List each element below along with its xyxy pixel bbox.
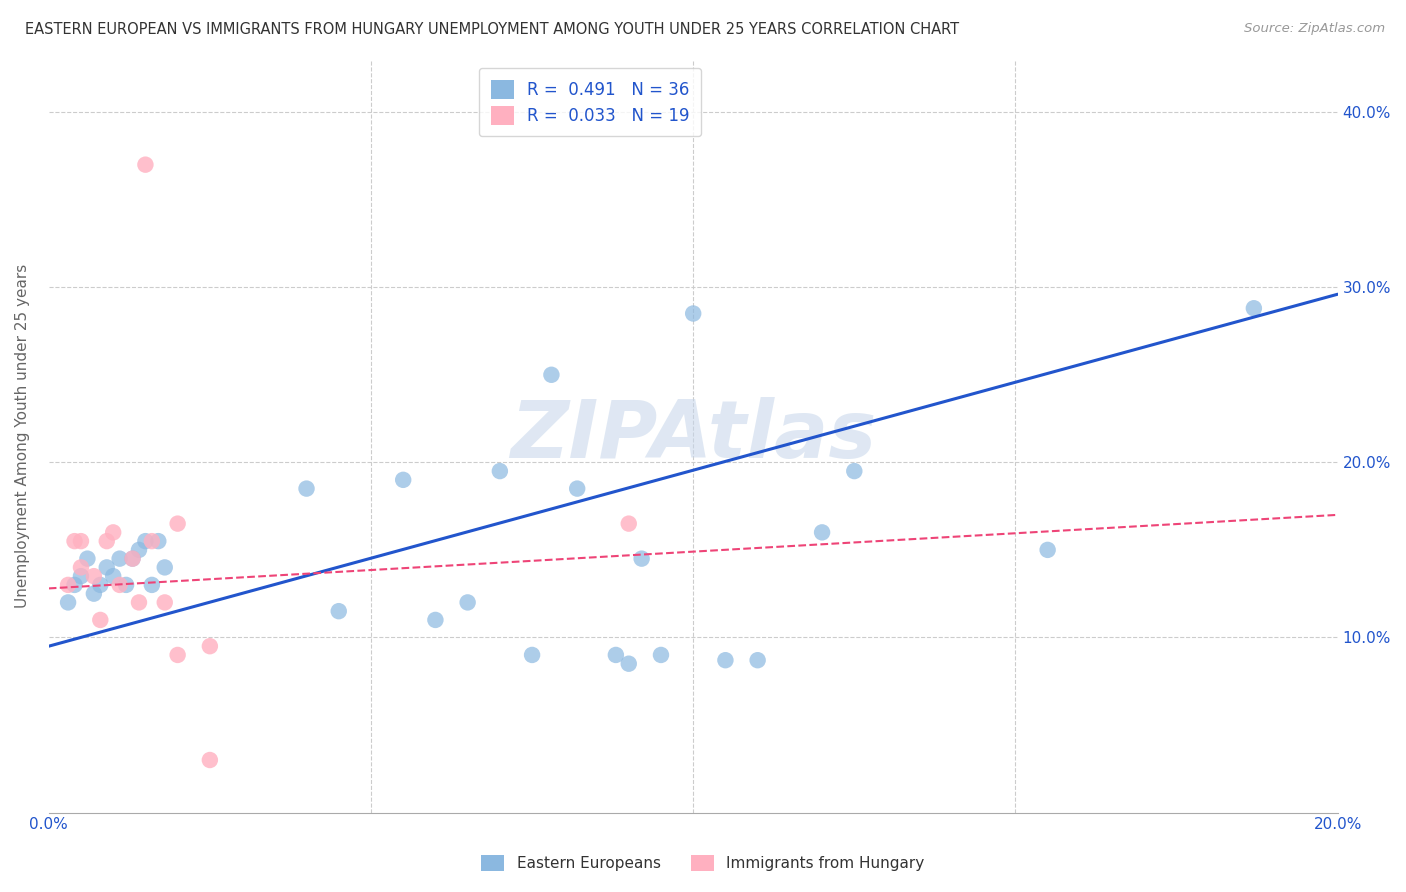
Text: Source: ZipAtlas.com: Source: ZipAtlas.com: [1244, 22, 1385, 36]
Point: [83, 587, 105, 601]
Point: [89, 613, 111, 627]
Legend: R =  0.491   N = 36, R =  0.033   N = 19: R = 0.491 N = 36, R = 0.033 N = 19: [479, 68, 702, 136]
Point: [96, 534, 118, 549]
Point: [96, 560, 118, 574]
Point: [128, 542, 150, 557]
Point: [134, 158, 156, 172]
Point: [134, 534, 156, 549]
Point: [811, 525, 834, 540]
Point: [650, 648, 672, 662]
Point: [153, 595, 176, 609]
Point: [295, 482, 318, 496]
Point: [605, 648, 627, 662]
Y-axis label: Unemployment Among Youth under 25 years: Unemployment Among Youth under 25 years: [15, 264, 30, 608]
Point: [153, 560, 176, 574]
Point: [617, 516, 640, 531]
Point: [103, 525, 125, 540]
Point: [121, 551, 143, 566]
Point: [489, 464, 512, 478]
Point: [166, 516, 188, 531]
Point: [103, 569, 125, 583]
Point: [128, 595, 150, 609]
Point: [63, 578, 86, 592]
Point: [198, 639, 221, 653]
Point: [115, 578, 138, 592]
Point: [540, 368, 562, 382]
Point: [108, 578, 131, 592]
Point: [1036, 542, 1059, 557]
Point: [1243, 301, 1265, 316]
Point: [166, 648, 188, 662]
Text: ZIPAtlas: ZIPAtlas: [510, 397, 876, 475]
Point: [70, 534, 93, 549]
Point: [76, 551, 98, 566]
Point: [567, 482, 589, 496]
Point: [121, 551, 143, 566]
Point: [747, 653, 769, 667]
Point: [108, 551, 131, 566]
Text: EASTERN EUROPEAN VS IMMIGRANTS FROM HUNGARY UNEMPLOYMENT AMONG YOUTH UNDER 25 YE: EASTERN EUROPEAN VS IMMIGRANTS FROM HUNG…: [25, 22, 959, 37]
Point: [392, 473, 415, 487]
Point: [56, 595, 79, 609]
Point: [70, 569, 93, 583]
Point: [328, 604, 350, 618]
Point: [198, 753, 221, 767]
Point: [83, 569, 105, 583]
Point: [148, 534, 170, 549]
Point: [844, 464, 866, 478]
Point: [63, 534, 86, 549]
Point: [630, 551, 652, 566]
Point: [89, 578, 111, 592]
Point: [425, 613, 447, 627]
Legend: Eastern Europeans, Immigrants from Hungary: Eastern Europeans, Immigrants from Hunga…: [475, 849, 931, 877]
Point: [141, 534, 163, 549]
Point: [70, 560, 93, 574]
Point: [714, 653, 737, 667]
Point: [682, 306, 704, 320]
Point: [56, 578, 79, 592]
Point: [141, 578, 163, 592]
Point: [617, 657, 640, 671]
Point: [520, 648, 543, 662]
Point: [457, 595, 479, 609]
